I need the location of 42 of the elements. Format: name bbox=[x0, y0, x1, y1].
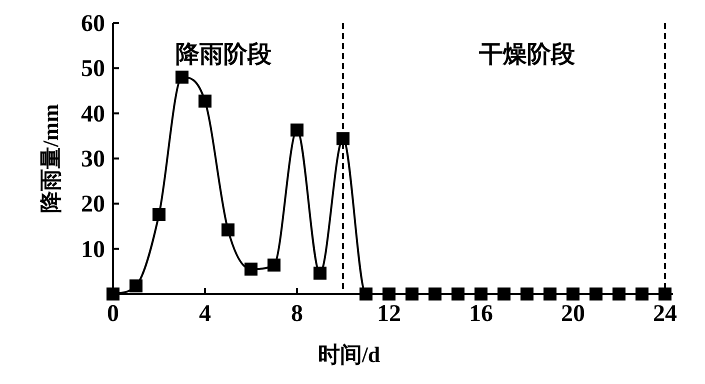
x-tick-label: 20 bbox=[561, 301, 585, 327]
point bbox=[198, 94, 212, 108]
annotation: 干燥阶段 bbox=[478, 41, 576, 68]
y-tick-label: 40 bbox=[81, 101, 105, 128]
point bbox=[336, 132, 350, 146]
point bbox=[590, 288, 602, 300]
y-tick-label: 20 bbox=[81, 192, 105, 218]
point bbox=[544, 288, 556, 300]
point bbox=[268, 258, 280, 272]
point bbox=[520, 288, 534, 300]
y-tick-label: 30 bbox=[81, 146, 105, 172]
point bbox=[290, 124, 304, 137]
x-tick-label: 4 bbox=[199, 301, 211, 327]
point bbox=[314, 266, 326, 280]
x-tick-label: 12 bbox=[377, 301, 401, 327]
point bbox=[130, 279, 142, 292]
point bbox=[222, 223, 234, 236]
point bbox=[658, 288, 672, 300]
y-axis-title: 降雨量/mm bbox=[38, 104, 63, 213]
point bbox=[382, 288, 396, 300]
point bbox=[176, 70, 188, 84]
x-tick-label: 16 bbox=[469, 301, 493, 327]
point bbox=[452, 288, 464, 300]
point bbox=[612, 288, 626, 300]
y-tick-label: 50 bbox=[81, 56, 105, 82]
x-axis-title: 时间/d bbox=[318, 342, 380, 367]
point bbox=[474, 288, 488, 300]
x-tick-label: 0 bbox=[107, 301, 119, 327]
point bbox=[360, 288, 372, 300]
point bbox=[636, 288, 648, 300]
annotation: 降雨阶段 bbox=[175, 41, 272, 68]
point bbox=[428, 288, 442, 300]
point bbox=[244, 262, 258, 276]
point bbox=[406, 288, 418, 300]
x-tick-label: 24 bbox=[653, 301, 677, 327]
point bbox=[152, 208, 166, 222]
point bbox=[566, 288, 580, 300]
point bbox=[106, 288, 120, 300]
y-tick-label: 10 bbox=[81, 236, 105, 263]
x-tick-label: 8 bbox=[291, 301, 303, 327]
y-tick-label: 60 bbox=[81, 11, 105, 37]
point bbox=[498, 288, 510, 300]
